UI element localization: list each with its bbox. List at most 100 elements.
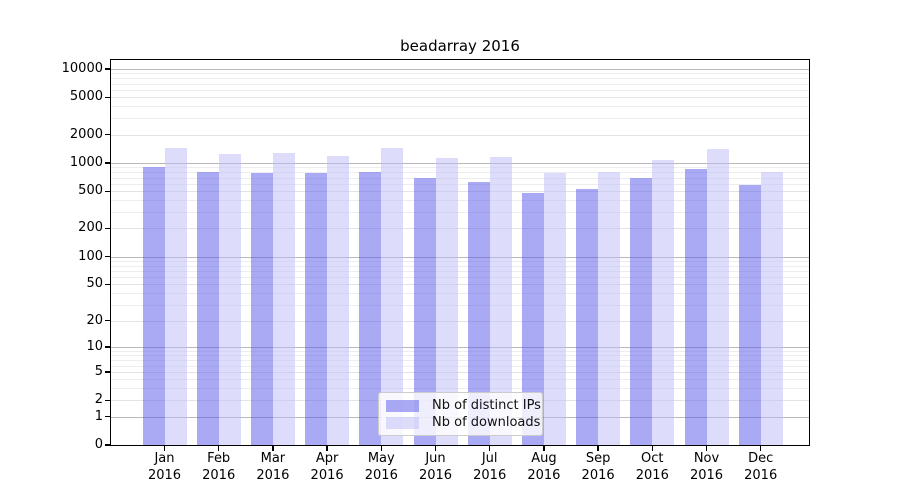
bar-nb-of-downloads-oct bbox=[652, 160, 675, 445]
y-tick-mark bbox=[105, 416, 111, 418]
plot-area: Nb of distinct IPs Nb of downloads bbox=[110, 59, 810, 446]
bar-nb-of-downloads-dec bbox=[760, 171, 783, 445]
x-tick-label-feb: Feb 2016 bbox=[187, 451, 251, 484]
y-tick-label: 2 bbox=[94, 392, 103, 408]
bar-nb-of-distinct-ips-aug bbox=[521, 192, 544, 445]
bar-nb-of-downloads-apr bbox=[327, 155, 350, 445]
gridline bbox=[111, 200, 809, 202]
x-tick-year: 2016 bbox=[310, 467, 344, 483]
gridline bbox=[111, 89, 809, 91]
legend-item-distinct-ips: Nb of distinct IPs bbox=[386, 398, 541, 413]
legend-label-downloads: Nb of downloads bbox=[432, 415, 541, 430]
y-tick-label: 100 bbox=[78, 248, 103, 264]
gridline bbox=[111, 351, 809, 352]
bar-nb-of-downloads-mar bbox=[272, 152, 295, 445]
y-tick-mark bbox=[105, 371, 111, 373]
x-tick-month: May bbox=[367, 451, 395, 466]
x-tick-label-dec: Dec 2016 bbox=[729, 451, 793, 484]
bar-nb-of-downloads-jun bbox=[435, 157, 458, 445]
bar-nb-of-distinct-ips-may bbox=[359, 172, 382, 445]
x-tick-month: Aug bbox=[531, 451, 557, 466]
bar-nb-of-distinct-ips-jan bbox=[142, 166, 165, 445]
y-tick-label: 1 bbox=[94, 408, 103, 424]
x-tick-year: 2016 bbox=[689, 467, 724, 483]
x-tick-year: 2016 bbox=[147, 467, 182, 483]
y-tick-mark bbox=[105, 227, 111, 230]
x-tick-mark bbox=[326, 445, 328, 451]
x-tick-label-may: May 2016 bbox=[349, 451, 413, 484]
y-tick-mark bbox=[105, 162, 111, 164]
gridline bbox=[111, 83, 809, 85]
bar-nb-of-downloads-feb bbox=[218, 153, 241, 445]
x-tick-mark bbox=[380, 445, 382, 451]
x-tick-mark bbox=[163, 445, 166, 451]
bar-nb-of-downloads-jan bbox=[164, 147, 187, 445]
gridline bbox=[111, 371, 809, 373]
y-tick-label: 0 bbox=[94, 437, 103, 452]
gridline bbox=[111, 256, 809, 258]
gridline bbox=[111, 365, 809, 367]
y-tick-mark bbox=[105, 190, 111, 192]
bar-nb-of-distinct-ips-jul bbox=[467, 181, 490, 445]
x-tick-label-apr: Apr 2016 bbox=[295, 451, 359, 484]
gridline bbox=[111, 68, 809, 70]
x-tick-mark bbox=[434, 445, 437, 451]
x-tick-mark bbox=[705, 445, 708, 451]
x-tick-month: Feb bbox=[207, 451, 231, 466]
x-tick-month: Dec bbox=[748, 451, 774, 466]
x-tick-mark bbox=[218, 445, 220, 451]
y-tick-label: 50 bbox=[86, 276, 103, 292]
x-tick-year: 2016 bbox=[202, 467, 236, 483]
legend-swatch-downloads bbox=[386, 416, 419, 429]
x-tick-month: Apr bbox=[315, 451, 339, 466]
y-tick-label: 1000 bbox=[69, 154, 103, 170]
x-tick-month: Mar bbox=[260, 451, 286, 466]
x-tick-label-jan: Jan 2016 bbox=[133, 451, 197, 484]
x-tick-label-nov: Nov 2016 bbox=[675, 451, 739, 484]
x-tick-label-sep: Sep 2016 bbox=[566, 451, 630, 484]
y-tick-mark bbox=[105, 255, 111, 258]
legend: Nb of distinct IPs Nb of downloads bbox=[378, 392, 543, 436]
gridline bbox=[111, 293, 809, 295]
y-tick-mark bbox=[105, 68, 111, 70]
gridline bbox=[111, 260, 809, 262]
x-tick-mark bbox=[543, 445, 545, 451]
gridline bbox=[111, 106, 809, 108]
bar-nb-of-distinct-ips-feb bbox=[196, 171, 219, 445]
gridline bbox=[111, 162, 809, 164]
gridline bbox=[111, 172, 809, 174]
bar-nb-of-downloads-sep bbox=[598, 171, 621, 445]
x-tick-label-jul: Jul 2016 bbox=[458, 451, 522, 484]
gridline bbox=[111, 360, 809, 362]
legend-item-downloads: Nb of downloads bbox=[386, 415, 540, 430]
gridline bbox=[111, 270, 809, 272]
gridline bbox=[111, 183, 809, 185]
x-tick-year: 2016 bbox=[581, 467, 615, 483]
gridline bbox=[111, 118, 809, 120]
y-tick-mark bbox=[105, 96, 111, 98]
x-tick-mark bbox=[651, 445, 653, 451]
x-tick-year: 2016 bbox=[744, 467, 778, 483]
bar-nb-of-distinct-ips-apr bbox=[305, 172, 328, 445]
y-tick-mark bbox=[105, 134, 111, 136]
bar-nb-of-distinct-ips-jun bbox=[413, 178, 436, 445]
gridline bbox=[111, 191, 809, 193]
x-tick-month: Jul bbox=[481, 451, 498, 466]
bar-nb-of-downloads-aug bbox=[543, 173, 566, 445]
x-tick-mark bbox=[489, 445, 491, 451]
x-tick-month: Jun bbox=[425, 451, 446, 466]
x-tick-month: Jan bbox=[154, 451, 175, 466]
x-tick-label-oct: Oct 2016 bbox=[620, 451, 684, 484]
y-tick-label: 200 bbox=[78, 220, 103, 236]
gridline bbox=[111, 320, 809, 322]
x-tick-label-mar: Mar 2016 bbox=[241, 451, 305, 484]
y-tick-label: 2000 bbox=[69, 126, 103, 142]
x-tick-label-aug: Aug 2016 bbox=[512, 451, 576, 484]
x-tick-mark bbox=[597, 445, 599, 451]
gridline bbox=[111, 97, 809, 99]
y-tick-label: 20 bbox=[86, 312, 103, 328]
y-tick-mark bbox=[105, 283, 111, 286]
x-tick-year: 2016 bbox=[418, 467, 453, 483]
bar-nb-of-distinct-ips-oct bbox=[630, 177, 653, 445]
